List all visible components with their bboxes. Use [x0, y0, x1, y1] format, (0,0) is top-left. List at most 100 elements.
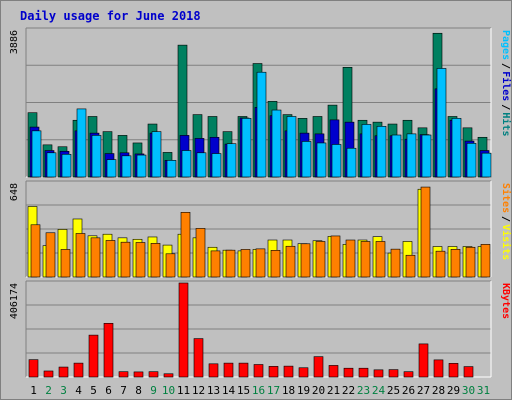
legend-slash: /: [500, 104, 511, 110]
bar-sites-day-27: [420, 186, 431, 278]
bar-sites-day-18: [285, 245, 296, 278]
x-label-day-5: 5: [90, 384, 97, 397]
bar-sites-day-20: [315, 241, 326, 278]
bar-kbytes-day-17: [268, 366, 279, 378]
bar-kbytes-day-25: [388, 369, 399, 378]
y-max-label: 3886: [9, 30, 20, 54]
bar-pages-day-27: [421, 134, 432, 178]
x-label-day-11: 11: [177, 384, 190, 397]
bar-kbytes-day-14: [223, 362, 234, 378]
bar-pages-day-28: [436, 68, 447, 178]
bar-kbytes-day-21: [328, 365, 339, 378]
bar-kbytes-day-30: [463, 366, 474, 378]
bar-pages-day-22: [346, 147, 357, 178]
bar-pages-day-7: [121, 155, 132, 178]
chart-title: Daily usage for June 2018: [20, 9, 201, 23]
x-label-day-25: 25: [387, 384, 400, 397]
bar-pages-day-23: [361, 124, 372, 178]
bar-sites-day-28: [435, 250, 446, 278]
bar-sites-day-9: [150, 243, 161, 278]
bar-pages-day-31: [481, 152, 492, 178]
x-label-day-22: 22: [342, 384, 355, 397]
bar-sites-day-7: [120, 241, 131, 278]
bar-kbytes-day-9: [148, 371, 159, 378]
x-label-day-12: 12: [192, 384, 205, 397]
legend-pages: Pages: [500, 30, 511, 60]
bar-pages-day-21: [331, 144, 342, 178]
bar-sites-day-25: [390, 248, 401, 278]
bar-sites-day-11: [180, 212, 191, 278]
bar-sites-day-15: [240, 249, 251, 278]
bar-kbytes-day-28: [433, 359, 444, 378]
bar-sites-day-26: [405, 254, 416, 278]
legend-kbytes: KBytes: [500, 283, 511, 319]
bar-sites-day-29: [450, 248, 461, 278]
x-label-day-7: 7: [120, 384, 127, 397]
bar-sites-day-17: [270, 250, 281, 278]
bar-pages-day-18: [286, 116, 297, 178]
x-label-day-18: 18: [282, 384, 295, 397]
x-label-day-10: 10: [162, 384, 175, 397]
bar-sites-day-13: [210, 250, 221, 278]
bar-kbytes-day-23: [358, 367, 369, 378]
legend-files: Files: [500, 71, 512, 101]
bar-kbytes-day-1: [28, 359, 39, 378]
legend-sites: Sites: [500, 183, 512, 213]
bar-kbytes-day-15: [238, 362, 249, 378]
x-label-day-19: 19: [297, 384, 310, 397]
x-label-day-23: 23: [357, 384, 370, 397]
bar-sites-day-16: [255, 248, 266, 278]
bar-pages-day-15: [241, 118, 252, 178]
bar-kbytes-day-27: [418, 343, 429, 378]
x-label-day-13: 13: [207, 384, 220, 397]
bar-sites-day-2: [45, 232, 56, 278]
bar-sites-day-5: [90, 237, 101, 278]
bar-kbytes-day-11: [178, 282, 189, 378]
x-label-day-14: 14: [222, 384, 236, 397]
bar-kbytes-day-10: [163, 373, 174, 378]
bar-sites-day-31: [480, 244, 491, 278]
bar-pages-day-4: [76, 108, 87, 178]
bar-sites-day-22: [345, 239, 356, 278]
bar-kbytes-day-24: [373, 369, 384, 378]
bar-pages-day-24: [376, 126, 387, 178]
bar-pages-day-30: [466, 143, 477, 178]
y-max-label: 648: [9, 183, 20, 201]
x-label-day-9: 9: [150, 384, 157, 397]
bar-sites-day-4: [75, 233, 86, 278]
bar-kbytes-day-26: [403, 371, 414, 378]
bar-pages-day-26: [406, 133, 417, 178]
bar-kbytes-day-7: [118, 371, 129, 378]
bar-pages-day-12: [196, 152, 207, 178]
x-label-day-15: 15: [237, 384, 250, 397]
bar-kbytes-day-6: [103, 323, 114, 378]
bar-sites-day-3: [60, 249, 71, 278]
bar-pages-day-3: [61, 154, 72, 178]
x-label-day-3: 3: [60, 384, 67, 397]
bar-sites-day-30: [465, 246, 476, 278]
bar-kbytes-day-5: [88, 334, 99, 378]
bar-kbytes-day-18: [283, 365, 294, 378]
bar-sites-day-8: [135, 242, 146, 278]
bar-pages-day-1: [31, 130, 42, 178]
legend-slash: /: [500, 216, 511, 222]
x-label-day-21: 21: [327, 384, 340, 397]
bar-sites-day-10: [165, 253, 176, 278]
bar-pages-day-2: [46, 152, 57, 178]
legend-slash: /: [500, 63, 511, 69]
x-label-day-4: 4: [75, 384, 82, 397]
x-label-day-27: 27: [417, 384, 430, 397]
legend-hits: Hits: [500, 112, 512, 136]
bar-pages-day-11: [181, 150, 192, 178]
bar-sites-day-6: [105, 240, 116, 278]
bar-pages-day-25: [391, 134, 402, 178]
bar-pages-day-6: [106, 159, 117, 178]
bar-sites-day-21: [330, 235, 341, 278]
bar-sites-day-23: [360, 241, 371, 278]
bar-pages-day-16: [256, 71, 267, 178]
bar-kbytes-day-29: [448, 363, 459, 378]
bar-kbytes-day-22: [343, 367, 354, 378]
x-label-day-8: 8: [135, 384, 142, 397]
bar-pages-day-17: [271, 109, 282, 178]
